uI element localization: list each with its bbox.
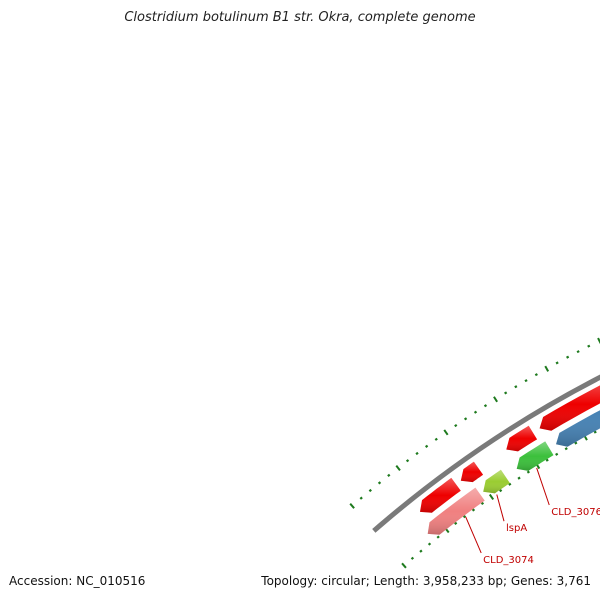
minor-tick [564, 447, 568, 451]
minor-tick [473, 410, 478, 414]
minor-tick [587, 344, 591, 348]
minor-tick [504, 391, 508, 395]
minor-tick [526, 470, 530, 474]
gene-leader-line [496, 494, 505, 522]
minor-tick [517, 476, 521, 480]
minor-tick [434, 437, 438, 441]
genome-summary: Topology: circular; Length: 3,958,233 bp… [261, 574, 591, 588]
minor-tick [387, 473, 391, 478]
minor-tick [427, 542, 432, 546]
minor-tick [424, 444, 429, 448]
minor-tick [480, 501, 485, 506]
minor-tick [545, 458, 549, 462]
major-tick [544, 365, 550, 372]
major-tick [395, 465, 401, 471]
major-tick [597, 337, 600, 344]
minor-tick [508, 482, 512, 486]
minor-tick [415, 451, 419, 456]
major-tick [488, 493, 495, 500]
minor-tick [410, 556, 415, 560]
length-label: Length: [373, 574, 420, 588]
minor-tick [463, 417, 468, 421]
major-tick [443, 429, 449, 436]
gene-label-group: CLD_3074lspACLD_3076aroAaroFmtnNaroBdivI… [465, 467, 600, 566]
minor-tick [534, 373, 538, 377]
minor-tick [462, 515, 467, 519]
genome-backbone [372, 374, 600, 533]
genes-label: Genes: [510, 574, 553, 588]
accession-info: Accession: NC_010516 [9, 574, 145, 588]
major-tick [349, 503, 355, 509]
minor-tick [555, 361, 559, 365]
gene-label: lspA [506, 523, 527, 534]
minor-tick [405, 459, 410, 463]
map-title: Clostridium botulinum B1 str. Okra, comp… [124, 10, 476, 25]
cds-feature-row [420, 385, 600, 513]
accession-label: Accession: [9, 574, 73, 588]
minor-tick [576, 350, 580, 354]
minor-tick [593, 430, 597, 434]
outer-tick-marks [349, 337, 600, 509]
minor-tick [574, 441, 578, 445]
minor-tick [359, 496, 363, 500]
minor-tick [524, 379, 528, 383]
minor-tick [483, 404, 488, 408]
topology-value: circular [321, 574, 366, 588]
minor-tick [555, 452, 559, 456]
gene-leader-line [465, 516, 482, 554]
minor-tick [499, 489, 503, 493]
gene-label: CLD_3076 [551, 507, 600, 518]
topology-label: Topology: [261, 574, 318, 588]
length-value: 3,958,233 bp [422, 574, 503, 588]
minor-tick [377, 481, 382, 485]
accession-value: NC_010516 [76, 574, 146, 588]
gene-leader-line [536, 467, 550, 506]
major-tick [401, 562, 407, 569]
minor-tick [566, 355, 570, 359]
genes-value: 3,761 [556, 574, 591, 588]
gene-feature-row [427, 410, 600, 535]
minor-tick [436, 535, 440, 539]
major-tick [493, 396, 498, 403]
gene-label: CLD_3074 [483, 555, 534, 566]
minor-tick [454, 521, 458, 525]
minor-tick [454, 423, 458, 428]
minor-tick [514, 385, 518, 389]
minor-tick [471, 508, 476, 512]
minor-tick [368, 488, 372, 493]
minor-tick [419, 549, 423, 553]
